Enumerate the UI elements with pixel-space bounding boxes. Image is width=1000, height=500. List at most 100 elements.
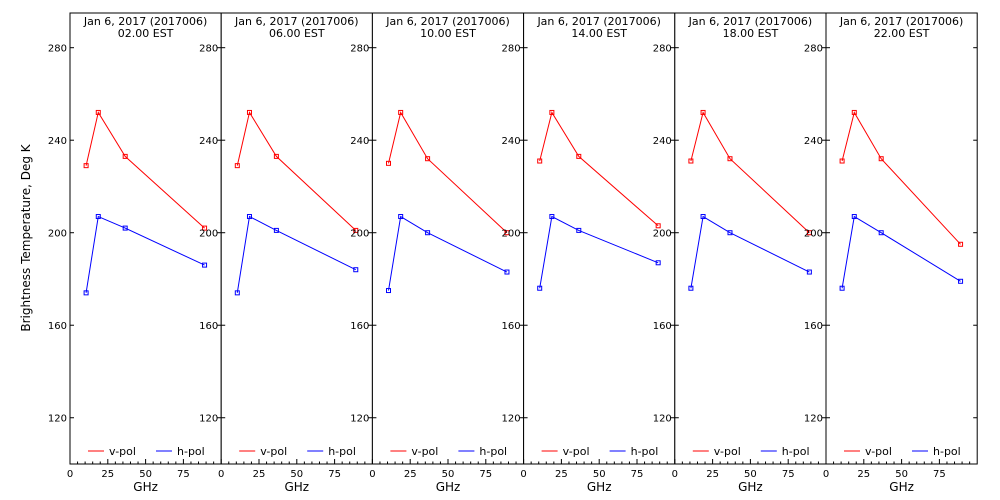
series-line-v-pol [841,111,961,245]
y-tick-label: 120 [199,414,218,425]
x-tick-label: 50 [139,469,152,480]
data-point-v-pol [537,158,543,164]
y-tick-label: 160 [199,321,218,332]
data-point-h-pol [806,269,812,275]
x-axis-label: GHz [587,480,612,494]
data-point-h-pol [273,227,279,233]
series-line-h-pol [85,215,205,293]
data-point-v-pol [273,153,279,159]
x-tick-label: 75 [177,469,190,480]
data-point-h-pol [576,227,582,233]
y-tick-label: 200 [199,229,218,240]
x-axis-label: GHz [284,480,309,494]
y-tick-label: 240 [502,136,521,147]
x-tick-label: 25 [857,469,870,480]
y-tick-label: 280 [804,44,823,55]
y-tick-label: 280 [199,44,218,55]
data-point-v-pol [386,160,392,166]
legend-label: h-pol [782,445,810,458]
series-line-h-pol [539,215,659,289]
legend-label: v-pol [260,445,287,458]
x-tick-label: 50 [744,469,757,480]
x-tick-label: 75 [782,469,795,480]
x-tick-label: 50 [593,469,606,480]
panel-subtitle: 02.00 EST [118,27,174,40]
legend-label: h-pol [479,445,507,458]
y-tick-label: 160 [804,321,823,332]
data-point-v-pol [95,109,101,115]
data-point-h-pol [537,285,543,291]
panel-subtitle: 06.00 EST [269,27,325,40]
y-tick-label: 120 [804,414,823,425]
data-point-v-pol [958,241,964,247]
data-point-v-pol [398,109,404,115]
x-tick-label: 0 [218,469,224,480]
panel-title: Jan 6, 2017 (2017006) [688,15,813,28]
data-point-h-pol [839,285,845,291]
panel-frame [674,12,827,465]
legend-label: v-pol [563,445,590,458]
x-tick-label: 25 [555,469,568,480]
data-point-v-pol [504,230,510,236]
y-tick-label: 120 [653,414,672,425]
data-point-v-pol [727,156,733,162]
data-point-v-pol [655,223,661,229]
x-tick-label: 75 [479,469,492,480]
series-line-v-pol [236,111,357,231]
data-point-h-pol [122,225,128,231]
panel-title: Jan 6, 2017 (2017006) [83,15,208,28]
x-tick-label: 50 [895,469,908,480]
x-tick-label: 75 [933,469,946,480]
x-tick-label: 25 [706,469,719,480]
y-tick-label: 160 [48,321,67,332]
data-point-h-pol [398,214,404,220]
panel-title: Jan 6, 2017 (2017006) [536,15,661,28]
x-tick-label: 25 [101,469,114,480]
x-tick-label: 25 [253,469,266,480]
y-tick-label: 280 [48,44,67,55]
y-tick-label: 240 [350,136,369,147]
chart-panel-1: Jan 6, 2017 (2017006)02.00 EST 120 160 200 2… [48,12,222,494]
y-tick-label: 280 [502,44,521,55]
series-line-h-pol [388,215,508,291]
data-point-h-pol [878,230,884,236]
data-point-h-pol [549,214,555,220]
legend-label: v-pol [411,445,438,458]
y-tick-label: 280 [653,44,672,55]
y-tick-label: 240 [804,136,823,147]
panel-frame [371,12,525,465]
legend-label: v-pol [109,445,136,458]
data-point-v-pol [425,156,431,162]
legend-label: v-pol [714,445,741,458]
x-tick-label: 0 [67,469,73,480]
y-tick-label: 200 [502,229,521,240]
series-line-h-pol [690,215,810,289]
panel-subtitle: 10.00 EST [420,27,476,40]
chart-panel-4: Jan 6, 2017 (2017006)14.00 EST 120 160 200 2… [502,12,676,494]
data-point-v-pol [122,153,128,159]
data-point-v-pol [688,158,694,164]
x-tick-label: 0 [672,469,678,480]
data-point-v-pol [83,163,89,169]
x-tick-label: 0 [823,469,829,480]
data-point-h-pol [202,262,208,268]
x-tick-label: 25 [404,469,417,480]
data-point-v-pol [353,227,359,233]
panel-title: Jan 6, 2017 (2017006) [234,15,359,28]
data-point-h-pol [958,278,964,284]
legend-label: h-pol [177,445,205,458]
data-point-h-pol [386,288,392,294]
y-tick-label: 120 [502,414,521,425]
y-tick-label: 160 [350,321,369,332]
data-point-h-pol [83,290,89,296]
series-line-v-pol [539,111,659,227]
y-tick-label: 120 [48,414,67,425]
y-tick-label: 120 [350,414,369,425]
series-line-h-pol [841,215,961,289]
data-point-v-pol [700,109,706,115]
y-tick-label: 200 [804,229,823,240]
y-axis-label: Brightness Temperature, Deg K [19,143,33,331]
data-point-h-pol [246,214,252,220]
data-point-h-pol [700,214,706,220]
y-tick-label: 240 [199,136,218,147]
